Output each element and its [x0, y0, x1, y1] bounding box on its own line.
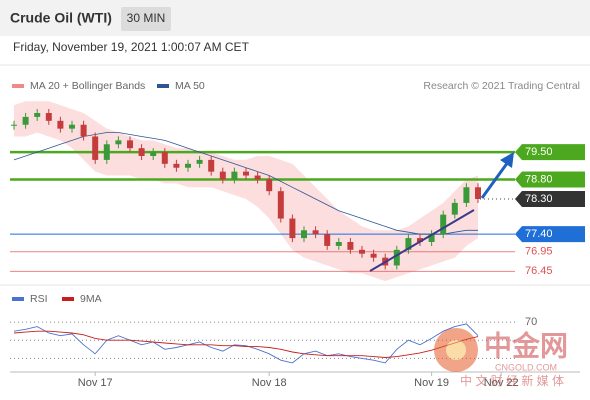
- candle: [138, 148, 145, 156]
- candle: [475, 187, 481, 199]
- candle: [405, 238, 412, 250]
- candle: [45, 113, 52, 121]
- candle: [57, 120, 64, 129]
- candle: [324, 234, 331, 246]
- x-tick-label: Nov 17: [78, 377, 113, 389]
- level-label: 76.95: [525, 246, 553, 258]
- candle: [103, 144, 110, 160]
- level-tag: [515, 191, 585, 207]
- candle: [266, 179, 273, 192]
- x-tick-label: Nov 22: [484, 377, 519, 389]
- candle: [161, 152, 168, 164]
- title-bar: [0, 0, 590, 36]
- title: Crude Oil (WTI): [10, 10, 112, 26]
- legend-label: MA 20 + Bollinger Bands: [30, 80, 145, 92]
- watermark: 中金网 CNGOLD.COM 中 文 财 经 新 媒 体: [434, 328, 568, 388]
- level-label: 78.80: [525, 173, 553, 185]
- legend-swatch: [12, 297, 24, 301]
- candle: [277, 191, 284, 219]
- candle: [243, 171, 249, 176]
- candle: [92, 136, 99, 160]
- watermark-site: CNGOLD.COM: [495, 362, 557, 372]
- x-tick-label: Nov 19: [414, 377, 449, 389]
- candle: [196, 159, 203, 164]
- legend-swatch: [12, 84, 24, 88]
- candle: [463, 187, 470, 203]
- candle: [80, 124, 87, 137]
- timestamp: Friday, November 19, 2021 1:00:07 AM CET: [13, 40, 250, 54]
- legend: MA 20 + Bollinger Bands MA 50 RSI 9MA: [12, 80, 205, 305]
- watermark-logo-mark: [446, 340, 466, 360]
- rsi-line: [13, 330, 479, 358]
- candle: [22, 116, 29, 125]
- candle: [219, 171, 226, 180]
- rsi-tick-label: 70: [525, 316, 537, 328]
- level-label: 77.40: [525, 228, 553, 240]
- candle: [312, 230, 319, 235]
- candle: [115, 140, 122, 145]
- level-tag: [515, 171, 585, 188]
- legend-label: MA 50: [175, 80, 205, 92]
- candle: [347, 242, 354, 250]
- watermark-tagline: 中 文 财 经 新 媒 体: [460, 373, 564, 388]
- level-label: 78.30: [525, 193, 553, 205]
- level-tag: [515, 144, 585, 161]
- legend-label: RSI: [30, 293, 48, 305]
- candle: [393, 249, 400, 266]
- candle: [428, 234, 435, 242]
- level-label: 79.50: [525, 146, 553, 158]
- legend-swatch: [157, 84, 169, 88]
- rsi-line: [13, 323, 479, 364]
- level-tag: [515, 226, 585, 243]
- trend-line: [369, 209, 475, 272]
- candle: [301, 230, 307, 239]
- timeframe-button[interactable]: [121, 7, 171, 31]
- candle: [150, 152, 157, 156]
- forecast-arrowhead: [500, 152, 514, 168]
- candle: [34, 113, 41, 117]
- forecast-arrow: [480, 161, 510, 199]
- candle: [173, 163, 180, 168]
- candle: [359, 249, 365, 254]
- candle: [417, 238, 423, 242]
- candle: [185, 163, 191, 168]
- candle: [127, 140, 133, 149]
- candle: [289, 218, 296, 239]
- watermark-logo: 中金网: [484, 329, 568, 361]
- candle: [254, 175, 261, 180]
- candle: [370, 253, 377, 258]
- candle: [451, 202, 458, 215]
- timeframe[interactable]: 30 MIN: [127, 11, 166, 25]
- candle: [11, 124, 17, 126]
- legend-label: 9MA: [80, 293, 102, 305]
- legend-swatch: [62, 297, 74, 301]
- candle: [440, 214, 447, 235]
- candle: [231, 171, 238, 180]
- candle: [69, 124, 75, 129]
- level-label: 76.45: [525, 265, 553, 277]
- credit: Research © 2021 Trading Central: [423, 80, 580, 92]
- candle: [335, 242, 342, 246]
- x-tick-label: Nov 18: [252, 377, 287, 389]
- candle: [208, 159, 215, 172]
